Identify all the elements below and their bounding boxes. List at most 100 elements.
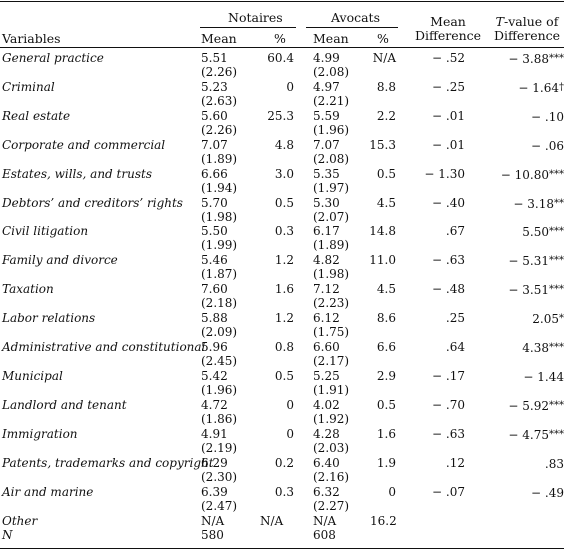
mean-difference: − .70: [432, 398, 465, 412]
notaires-underline: [200, 27, 296, 28]
avocats-mean: 5.59: [313, 109, 340, 123]
significance-marker: ***: [549, 429, 564, 440]
avocats-sd: (1.75): [313, 325, 350, 339]
t-value: − .10: [470, 110, 564, 124]
notaires-sd: (1.86): [201, 412, 238, 426]
row-label: Taxation: [2, 282, 54, 296]
t-value: 4.38***: [470, 341, 564, 355]
avocats-sd: (2.08): [313, 152, 350, 166]
notaires-sd: (2.09): [201, 325, 238, 339]
n-notaires: 580: [201, 528, 224, 542]
other-avocats-mean: N/A: [313, 514, 337, 528]
t-value: − 4.75***: [470, 428, 564, 442]
row-label: Landlord and tenant: [2, 398, 127, 412]
significance-marker: ***: [549, 342, 564, 353]
avocats-pct: 1.9: [376, 456, 396, 470]
header-mean-difference-1: Mean: [430, 14, 466, 29]
avocats-sd: (1.92): [313, 412, 350, 426]
header-notaires-pct: %: [274, 31, 286, 46]
significance-marker: **: [554, 198, 564, 209]
avocats-mean: 6.40: [313, 456, 340, 470]
header-avocats-pct: %: [377, 31, 389, 46]
avocats-sd: (1.91): [313, 383, 350, 397]
significance-marker: ***: [549, 226, 564, 237]
notaires-pct: 0.8: [274, 340, 294, 354]
header-t-value-2: Difference: [493, 28, 561, 43]
mean-difference: − .52: [432, 51, 465, 65]
mean-difference: .64: [445, 340, 465, 354]
other-avocats-pct: 16.2: [370, 514, 397, 528]
notaires-sd: (2.63): [201, 94, 238, 108]
notaires-pct: 0.2: [274, 456, 294, 470]
t-value-number: 5.50: [522, 225, 549, 239]
notaires-sd: (2.19): [201, 441, 238, 455]
t-value: − 5.31***: [470, 254, 564, 268]
bottom-rule: [0, 548, 564, 549]
notaires-mean: 7.07: [201, 138, 228, 152]
significance-marker: ***: [549, 169, 564, 180]
t-value: .83: [470, 457, 564, 471]
header-notaires-mean: Mean: [201, 31, 237, 46]
notaires-sd: (1.94): [201, 181, 238, 195]
avocats-pct: 15.3: [369, 138, 396, 152]
header-notaires: Notaires: [228, 10, 283, 25]
mean-difference: − .40: [432, 196, 465, 210]
notaires-mean: 5.46: [201, 253, 228, 267]
avocats-pct: 4.5: [376, 282, 396, 296]
significance-marker: ***: [549, 255, 564, 266]
avocats-sd: (2.07): [313, 210, 350, 224]
notaires-sd: (2.26): [201, 123, 238, 137]
notaires-mean: 5.70: [201, 196, 228, 210]
avocats-sd: (2.17): [313, 354, 350, 368]
row-label: Debtors’ and creditors’ rights: [2, 196, 183, 210]
notaires-mean: 6.29: [201, 456, 228, 470]
notaires-mean: 6.66: [201, 167, 228, 181]
mean-difference: − .01: [432, 138, 465, 152]
header-t-rest: -value of: [504, 14, 559, 29]
notaires-sd: (2.26): [201, 65, 238, 79]
t-value: − 10.80***: [470, 168, 564, 182]
significance-marker: ***: [549, 284, 564, 295]
avocats-mean: 6.60: [313, 340, 340, 354]
header-mean-difference-2: Difference: [414, 28, 482, 43]
header-rule: [0, 47, 564, 48]
avocats-sd: (1.98): [313, 267, 350, 281]
notaires-pct: 0.3: [274, 485, 294, 499]
notaires-sd: (1.98): [201, 210, 238, 224]
notaires-pct: 1.2: [274, 311, 294, 325]
notaires-pct: 25.3: [267, 109, 294, 123]
row-label: Family and divorce: [2, 253, 118, 267]
t-value-number: − 5.92: [508, 399, 549, 413]
notaires-mean: 5.88: [201, 311, 228, 325]
t-value-number: − 5.31: [508, 254, 549, 268]
t-value: − .49: [470, 486, 564, 500]
avocats-sd: (1.89): [313, 238, 350, 252]
avocats-sd: (2.03): [313, 441, 350, 455]
row-label: Real estate: [2, 109, 71, 123]
header-t-value-1: T-value of: [490, 15, 564, 28]
row-label: Criminal: [2, 80, 55, 94]
header-avocats-mean: Mean: [313, 31, 349, 46]
avocats-mean: 6.12: [313, 311, 340, 325]
header-variables: Variables: [2, 31, 61, 46]
t-value-number: 2.05: [532, 312, 559, 326]
avocats-mean: 6.32: [313, 485, 340, 499]
avocats-mean: 5.25: [313, 369, 340, 383]
notaires-mean: 5.23: [201, 80, 228, 94]
notaires-pct: 4.8: [274, 138, 294, 152]
avocats-mean: 4.02: [313, 398, 340, 412]
header-avocats: Avocats: [331, 10, 380, 25]
row-label-other: Other: [2, 514, 38, 528]
t-value-number: − 1.64: [518, 81, 559, 95]
row-label: Corporate and commercial: [2, 138, 166, 152]
top-rule: [0, 1, 564, 2]
header-t-italic: T: [495, 14, 505, 29]
notaires-mean: 4.72: [201, 398, 228, 412]
t-value: − 1.64†: [470, 81, 564, 95]
avocats-pct: 6.6: [376, 340, 396, 354]
significance-marker: †: [559, 82, 564, 93]
t-value-number: − .10: [531, 110, 564, 124]
avocats-sd: (2.27): [313, 499, 350, 513]
notaires-pct: 3.0: [274, 167, 294, 181]
notaires-pct: 0.3: [274, 224, 294, 238]
